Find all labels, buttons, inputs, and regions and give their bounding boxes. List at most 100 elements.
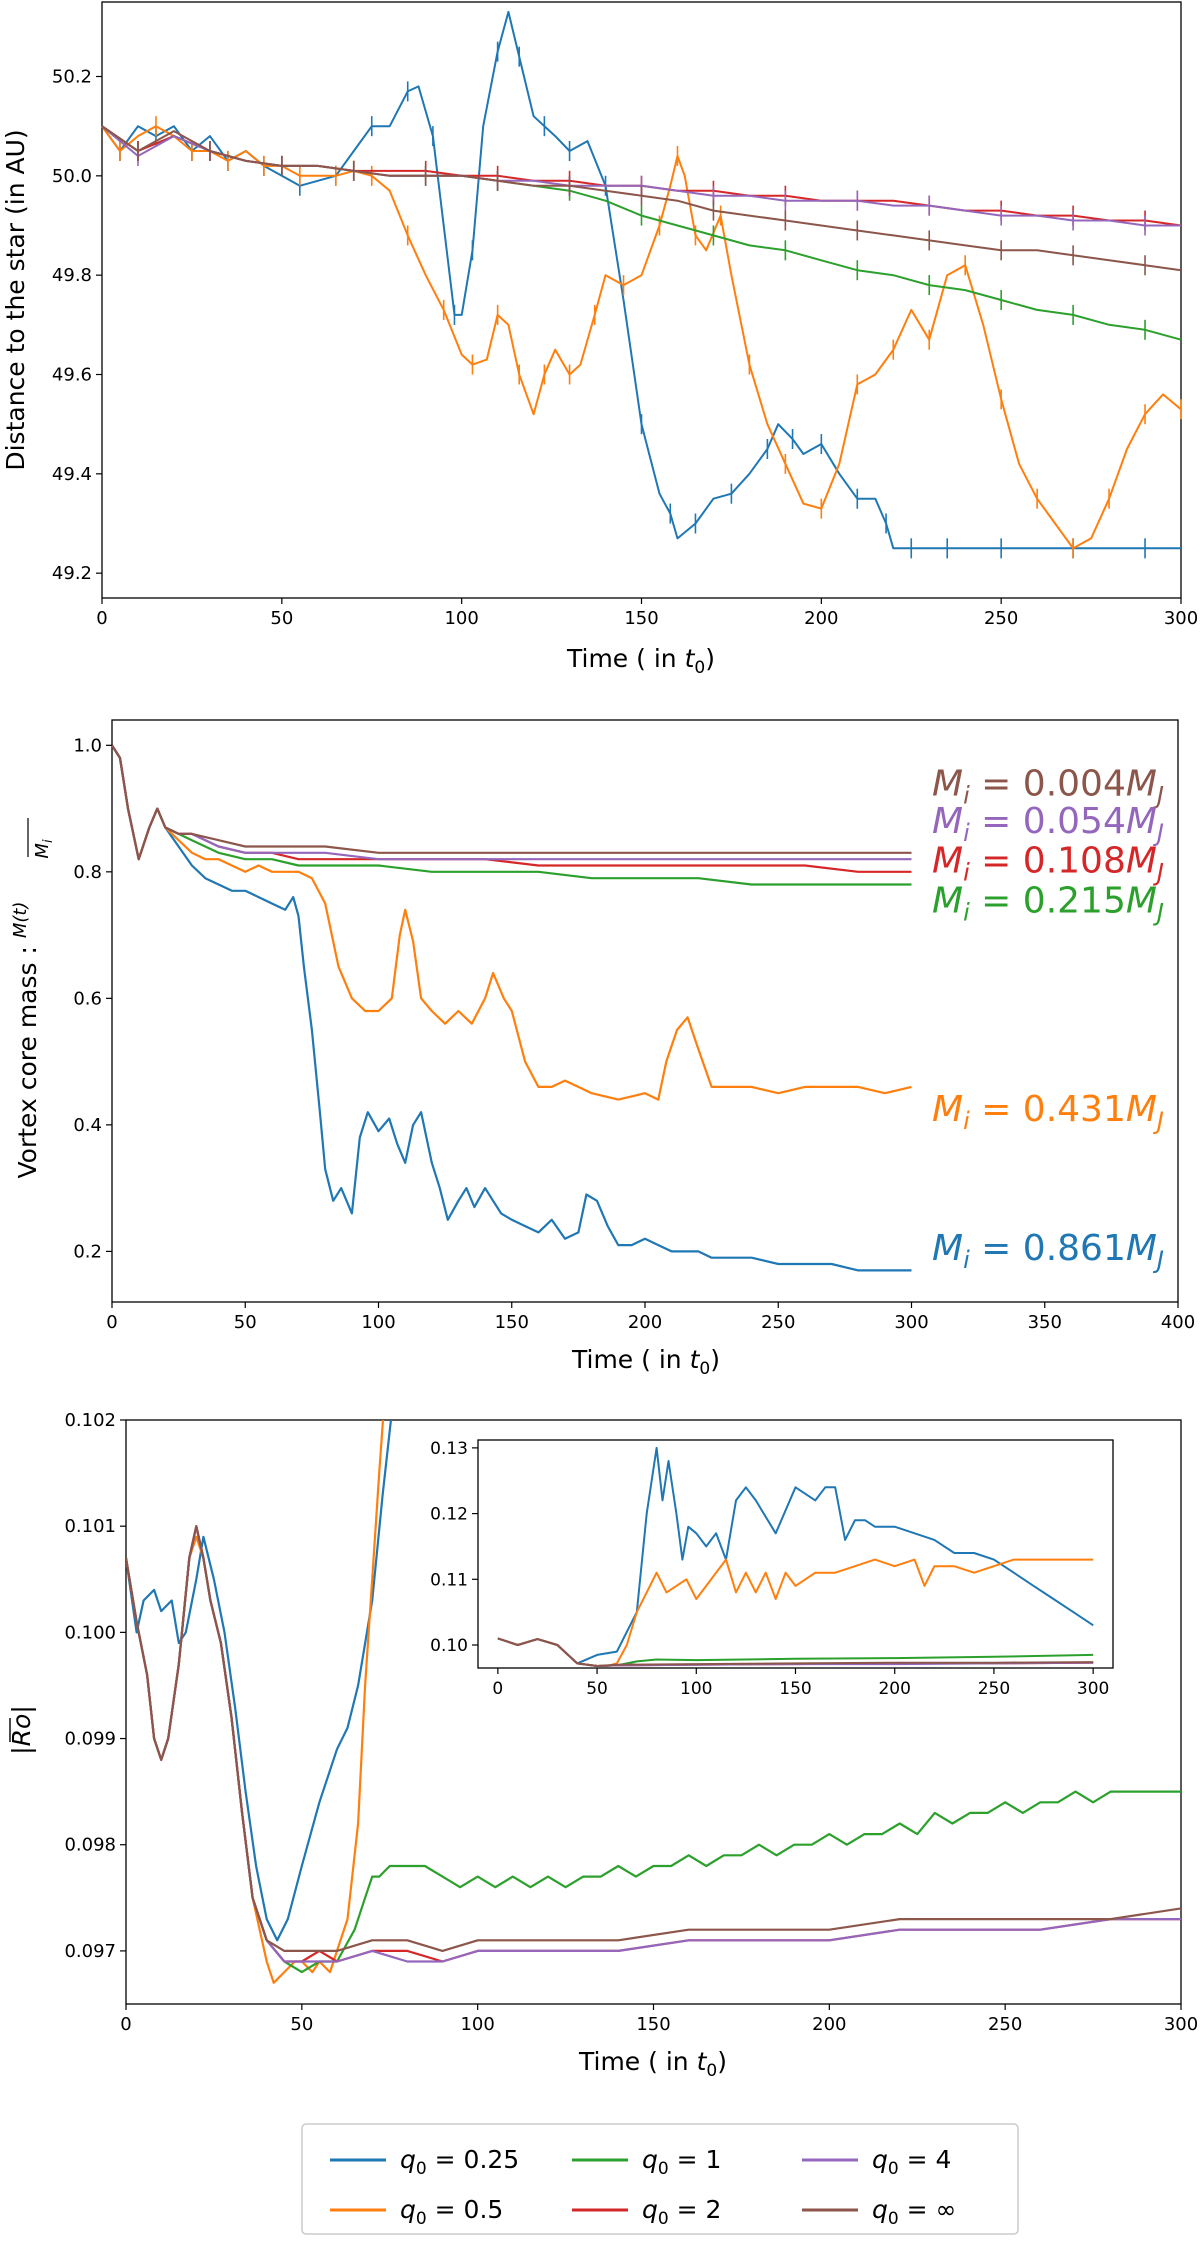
mass-annotation-q1: Mi = 0.215MJ <box>932 880 1164 926</box>
inset-series-group <box>497 1446 1094 1667</box>
legend: q0 = 0.25 q0 = 0.5 q0 = 1 q0 = 2 q0 = 4 q0 = … <box>301 2123 1019 2235</box>
legend-item-q2: q0 = 2 <box>572 2195 721 2229</box>
y-tick-label: 0.4 <box>73 1115 102 1136</box>
series-line-q4 <box>111 744 912 861</box>
x-tick-label: 150 <box>636 2014 670 2035</box>
inset-chart: 0 50 100 150 200 250 300 0.10 0.11 0.12 0.13 <box>430 1439 1114 1699</box>
mass-annotation-q4: Mi = 0.054MJ <box>932 801 1164 847</box>
y-tick-label: 0.102 <box>64 1410 116 1431</box>
series-line-q05 <box>126 1420 385 1984</box>
x-tick-label: 250 <box>984 608 1018 629</box>
series-line-q025 <box>111 744 912 1272</box>
panel-vortex-mass: 0 50 100 150 200 250 300 350 4000.20.40.60.81.0 … <box>10 719 1195 1379</box>
x-tick-label: 350 <box>1028 1312 1062 1333</box>
x-tick-label: 200 <box>812 2014 846 2035</box>
x-tick-label: 250 <box>988 2014 1022 2035</box>
x-tick-label: 100 <box>444 608 478 629</box>
y-tick-label: 50.0 <box>52 166 92 187</box>
y-tick-label: 1.0 <box>73 735 102 756</box>
y-tick-label: 49.6 <box>52 365 92 386</box>
series-line-q05 <box>111 744 912 1101</box>
x-tick-label: 250 <box>978 1679 1010 1699</box>
series-line-q05 <box>101 125 1182 550</box>
y-tick-label: 0.100 <box>64 1622 116 1643</box>
x-axis-label: Time ( in t0) <box>571 1345 720 1379</box>
x-axis-label: Time ( in t0) <box>578 2047 727 2081</box>
legend-label: q0 = 0.25 <box>400 2145 519 2179</box>
x-tick-label: 150 <box>624 608 658 629</box>
x-tick-label: 300 <box>1164 2014 1198 2035</box>
y-tick-label: 0.101 <box>64 1516 116 1537</box>
x-tick-label: 200 <box>878 1679 910 1699</box>
y-tick-label: 49.8 <box>52 265 92 286</box>
x-tick-label: 0 <box>96 608 107 629</box>
mass-annotation-qinf: Mi = 0.004MJ <box>932 763 1164 809</box>
x-tick-label: 300 <box>1164 608 1198 629</box>
y-axis-label: |Ro| <box>7 1705 36 1755</box>
y-tick-label: 0.11 <box>430 1570 468 1590</box>
series-line-qinf <box>126 1525 1181 1953</box>
x-tick-label: 50 <box>270 608 293 629</box>
x-tick-label: 100 <box>460 2014 494 2035</box>
legend-label: q0 = 2 <box>642 2195 721 2229</box>
y-tick-label: 50.2 <box>52 67 92 88</box>
x-tick-label: 150 <box>495 1312 529 1333</box>
y-tick-label: 0.098 <box>64 1835 116 1856</box>
x-tick-label: 100 <box>361 1312 395 1333</box>
legend-label: q0 = 4 <box>872 2145 951 2179</box>
x-tick-label: 0 <box>106 1312 117 1333</box>
legend-box <box>301 2123 1019 2235</box>
x-tick-label: 100 <box>680 1679 712 1699</box>
x-axis-label: Time ( in t0) <box>566 644 715 678</box>
legend-item-qinf: q0 = ∞ <box>802 2195 956 2229</box>
mass-annotation-q2: Mi = 0.108MJ <box>932 840 1164 886</box>
series-line-qinf <box>111 744 912 861</box>
inset-frame <box>477 1439 1114 1669</box>
legend-item-q05: q0 = 0.5 <box>330 2195 503 2229</box>
mass-annotation-q025: Mi = 0.861MJ <box>932 1228 1164 1274</box>
y-tick-label: 0.6 <box>73 988 102 1009</box>
x-tick-label: 0 <box>120 2014 131 2035</box>
x-tick-label: 200 <box>628 1312 662 1333</box>
series-line-q025 <box>497 1446 1094 1665</box>
x-tick-label: 0 <box>492 1679 503 1699</box>
panel-rossby: 0 50 100 150 200 250 3000.0970.0980.0990.1000.… <box>7 1410 1198 2081</box>
x-tick-label: 50 <box>586 1679 608 1699</box>
legend-item-q025: q0 = 0.25 <box>330 2145 519 2179</box>
series-line-q025 <box>101 10 1181 550</box>
legend-item-q1: q0 = 1 <box>572 2145 721 2179</box>
plot-frame <box>101 1 1182 599</box>
x-tick-label: 50 <box>234 1312 257 1333</box>
panel-distance: 0 50 100 150 200 250 300 49.2 49.4 49.6 49.8 50.0 50… <box>1 1 1198 678</box>
series-line-q1 <box>111 744 912 886</box>
y-tick-label: 0.10 <box>430 1636 468 1656</box>
series-line-q025 <box>126 1420 393 1942</box>
y-axis-label: Distance to the star (in AU) <box>1 129 30 470</box>
x-tick-label: 300 <box>894 1312 928 1333</box>
y-tick-label: 0.097 <box>64 1941 116 1962</box>
y-tick-label: 0.2 <box>73 1241 102 1262</box>
y-tick-label: 0.12 <box>430 1505 468 1525</box>
x-tick-label: 300 <box>1077 1679 1109 1699</box>
series-group <box>101 10 1182 559</box>
y-tick-label: 49.2 <box>52 563 92 584</box>
y-tick-label: 0.8 <box>73 862 102 883</box>
x-tick-label: 400 <box>1161 1312 1195 1333</box>
x-tick-label: 150 <box>779 1679 811 1699</box>
series-group <box>111 744 912 1272</box>
y-tick-label: 0.099 <box>64 1729 116 1750</box>
y-axis-label: Vortex core mass : M(t) <box>10 902 42 1179</box>
x-tick-label: 250 <box>761 1312 795 1333</box>
series-group <box>126 1420 1181 1984</box>
x-tick-label: 50 <box>290 2014 313 2035</box>
legend-item-q4: q0 = 4 <box>802 2145 951 2179</box>
legend-label: q0 = ∞ <box>872 2195 956 2229</box>
mass-annotation-q05: Mi = 0.431MJ <box>932 1089 1164 1135</box>
legend-label: q0 = 0.5 <box>400 2195 503 2229</box>
series-line-qinf <box>497 1637 1094 1667</box>
legend-label: q0 = 1 <box>642 2145 721 2179</box>
y-axis-label-denominator: Mi <box>32 839 56 859</box>
y-tick-label: 49.4 <box>52 464 92 485</box>
